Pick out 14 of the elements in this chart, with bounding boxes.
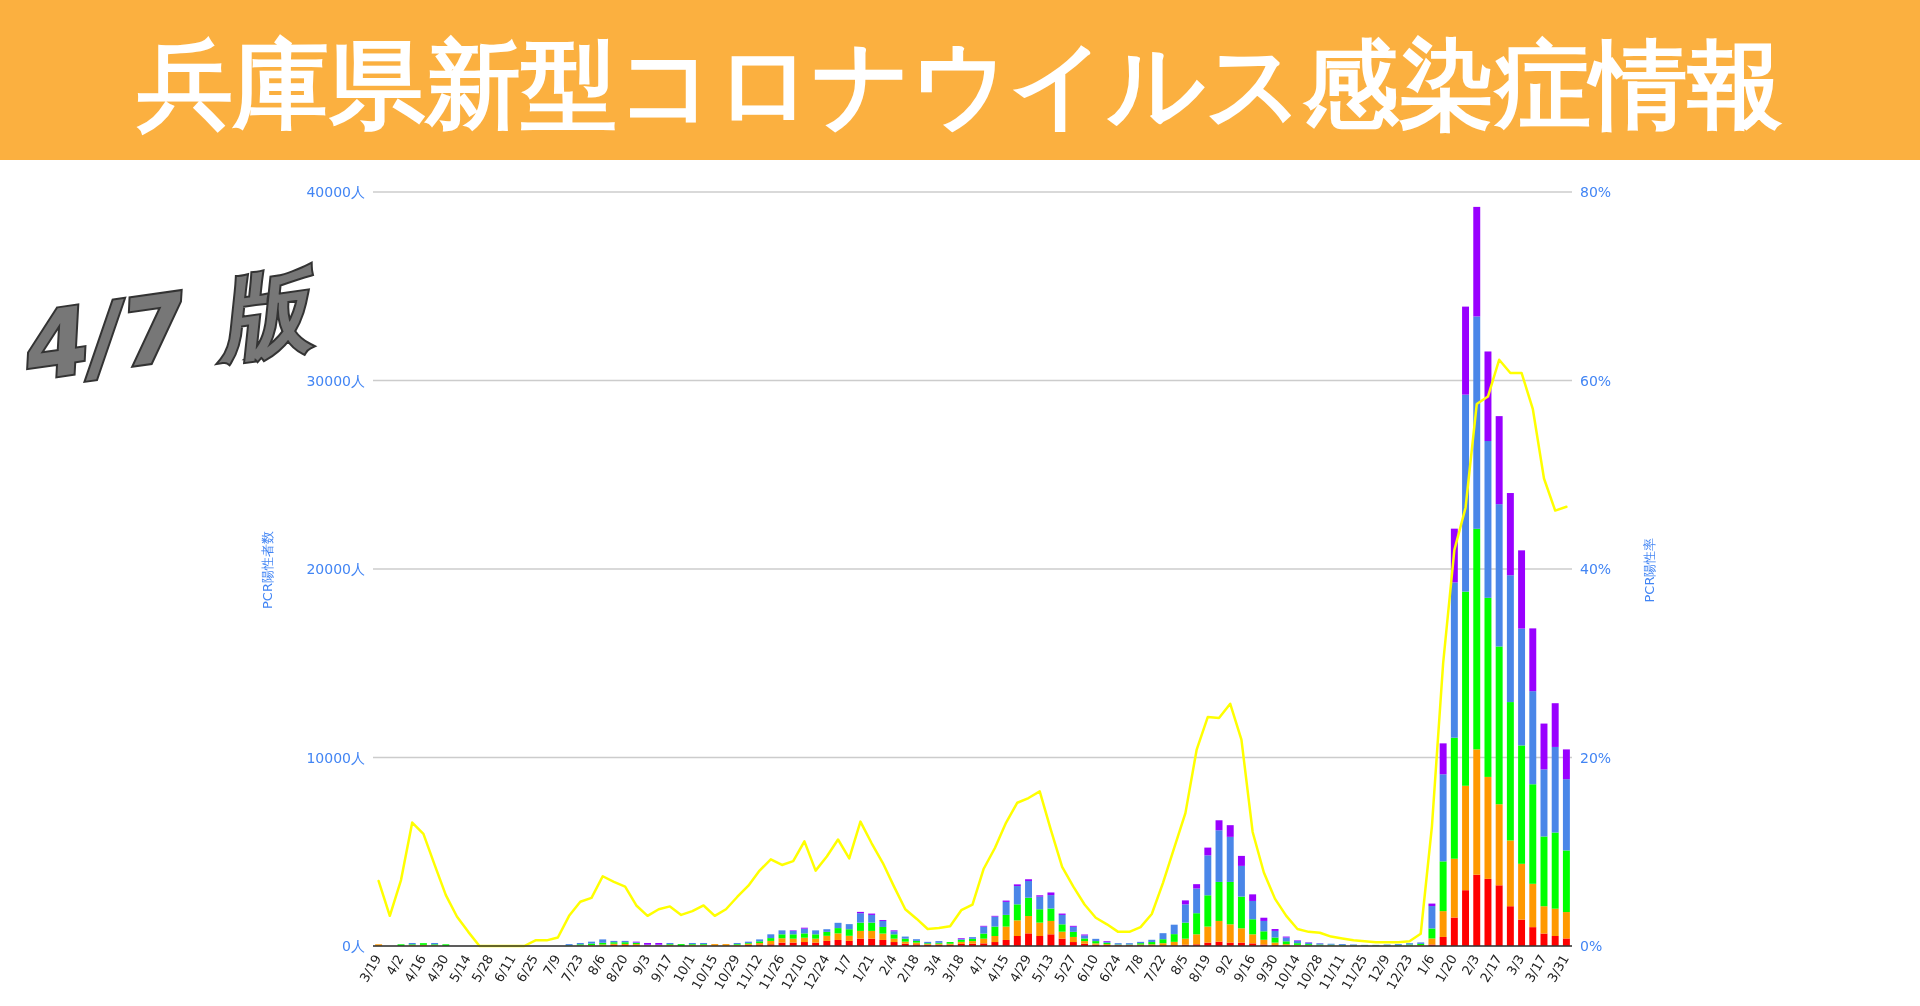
y-tick-label: 10000人 [306, 749, 365, 766]
x-tick-label: 4/2 [383, 952, 407, 978]
y-tick-label: 40000人 [306, 184, 365, 200]
y2-tick-label: 0% [1580, 938, 1603, 954]
y2-tick-label: 40% [1580, 561, 1612, 577]
y2-tick-label: 60% [1580, 372, 1612, 389]
y-tick-label: 0人 [342, 938, 365, 954]
y-tick-label: 30000人 [306, 372, 365, 389]
y2-tick-label: 20% [1580, 749, 1612, 766]
y2-tick-label: 80% [1580, 184, 1612, 200]
y-axis-title: PCR陽性者数 [260, 531, 275, 609]
y-tick-label: 20000人 [306, 561, 365, 577]
y2-axis-title: PCR陽性率 [1642, 537, 1657, 603]
title: 兵庫県新型コロナウイルス感染症情報 [137, 29, 1783, 141]
